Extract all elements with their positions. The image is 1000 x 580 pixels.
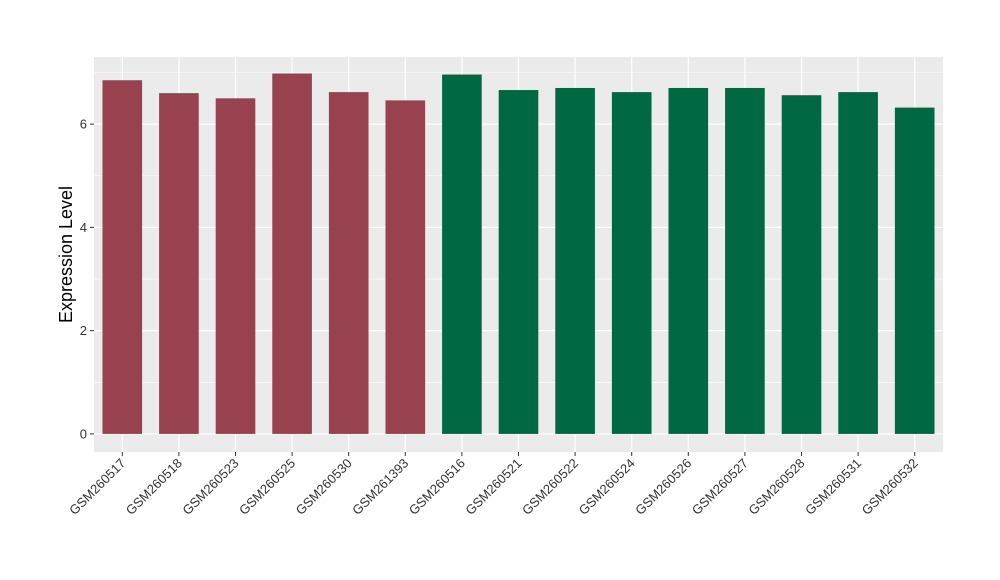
bar-GSM260532 — [894, 107, 935, 434]
x-tick-label: GSM260516 — [406, 456, 468, 518]
bar-GSM260526 — [668, 87, 709, 434]
bar-GSM260525 — [272, 73, 312, 434]
y-axis: 0 2 4 6 — [80, 117, 94, 441]
x-tick-label: GSM260525 — [236, 456, 298, 518]
bar-GSM260516 — [442, 74, 482, 434]
bar-GSM261393 — [385, 100, 426, 434]
bar-GSM260531 — [838, 92, 878, 434]
x-tick-label: GSM260521 — [462, 456, 524, 518]
y-axis-title: Expression Level — [56, 186, 76, 323]
y-tick-label: 4 — [80, 220, 87, 235]
x-tick-label: GSM260532 — [859, 456, 921, 518]
bar-GSM260517 — [102, 80, 143, 434]
x-tick-label: GSM260518 — [123, 456, 185, 518]
y-tick-label: 2 — [80, 323, 87, 338]
x-tick-label: GSM260517 — [66, 456, 128, 518]
x-axis: GSM260517GSM260518GSM260523GSM260525GSM2… — [66, 452, 921, 518]
y-tick-label: 0 — [80, 426, 87, 441]
bar-GSM260524 — [611, 92, 652, 434]
bar-GSM260530 — [328, 92, 369, 434]
bar-GSM260521 — [498, 90, 539, 434]
x-tick-label: GSM260528 — [745, 456, 807, 518]
x-tick-label: GSM261393 — [349, 456, 411, 518]
x-tick-label: GSM260527 — [689, 456, 751, 518]
bar-GSM260518 — [159, 93, 199, 434]
bars — [102, 73, 935, 434]
x-tick-label: GSM260522 — [519, 456, 581, 518]
bar-GSM260528 — [781, 95, 822, 434]
y-tick-label: 6 — [80, 117, 87, 132]
x-tick-label: GSM260530 — [293, 456, 355, 518]
x-tick-label: GSM260531 — [802, 456, 864, 518]
bar-GSM260522 — [555, 87, 595, 434]
bar-GSM260523 — [215, 98, 256, 434]
bar-GSM260527 — [725, 87, 765, 434]
x-tick-label: GSM260524 — [576, 456, 638, 518]
x-tick-label: GSM260526 — [632, 456, 694, 518]
x-tick-label: GSM260523 — [179, 456, 241, 518]
